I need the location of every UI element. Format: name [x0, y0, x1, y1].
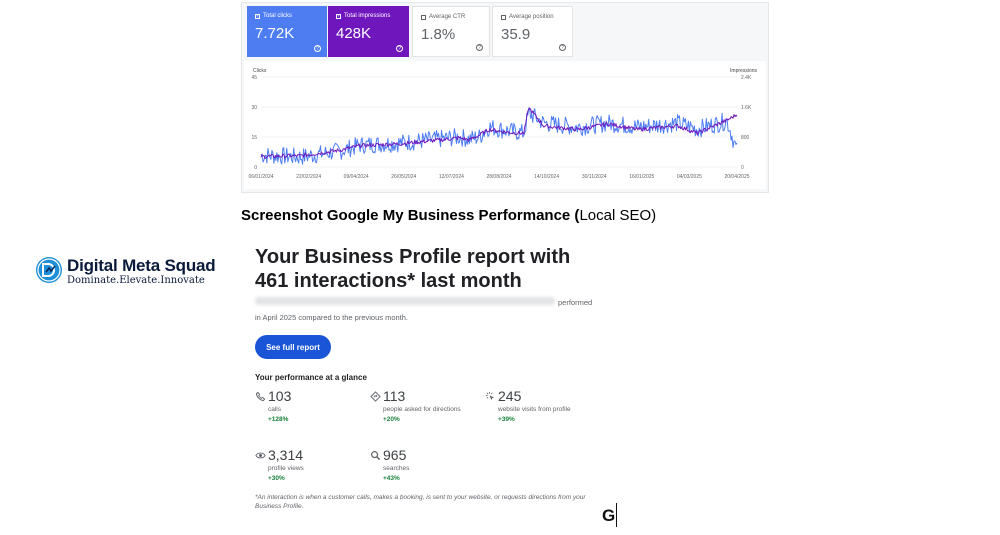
stat-value: 965: [383, 447, 407, 463]
digital-meta-squad-logo: Digital Meta Squad Dominate.Elevate.Inno…: [36, 256, 226, 289]
stat-label: searches: [383, 465, 410, 472]
stat-website-visits: 245 website visits from profile +39%: [485, 388, 595, 423]
checkbox-checked-icon[interactable]: ✓: [336, 12, 342, 19]
x-tick-label: 22/02/2024: [296, 174, 321, 180]
y-left-tick-label: 0: [254, 165, 257, 171]
stat-value: 113: [383, 388, 406, 404]
stat-label: website visits from profile: [498, 406, 571, 413]
performed-text: performed: [558, 298, 593, 307]
blurred-business-name: [255, 297, 555, 305]
stat-value: 3,314: [268, 447, 304, 463]
performance-chart: 0 0 15 800 30 1.6K 45 2.4K Clicks Impressions 06/0…: [244, 61, 766, 189]
metric-label: Total impressions: [344, 13, 391, 19]
stat-label: calls: [268, 406, 282, 413]
logo-mark-icon: [36, 257, 62, 283]
stat-value: 245: [498, 388, 522, 404]
y-right-axis-label: Impressions: [730, 68, 757, 74]
report-title: Your Business Profile report with 461 in…: [255, 246, 571, 292]
help-icon[interactable]: ?: [476, 44, 483, 51]
checkbox-unchecked-icon[interactable]: [421, 14, 426, 20]
stat-directions: 113 people asked for directions +20%: [370, 388, 480, 423]
x-tick-label: 12/07/2024: [439, 174, 464, 180]
metric-label: Average CTR: [429, 14, 466, 20]
stat-value: 103: [268, 388, 292, 404]
directions-icon: [370, 390, 381, 402]
series-line-clicks: [260, 107, 738, 165]
cursor-click-icon: [485, 391, 495, 400]
eye-icon: [255, 452, 266, 458]
search-icon: [371, 450, 381, 460]
x-tick-label: 28/08/2024: [486, 174, 511, 180]
y-right-tick-label: 0: [741, 165, 744, 171]
stat-change: +20%: [383, 416, 400, 423]
y-right-tick-label: 2.4K: [741, 75, 752, 81]
stray-letter: G: [602, 506, 616, 525]
period-text: in April 2025 compared to the previous m…: [255, 313, 409, 322]
metric-value: 7.72K: [255, 25, 295, 42]
help-icon[interactable]: ?: [396, 45, 403, 52]
performance-chart-svg: 0 0 15 800 30 1.6K 45 2.4K Clicks Impressions 06/0…: [248, 68, 757, 180]
x-tick-label: 20/04/2025: [724, 174, 749, 180]
text-cursor: [616, 503, 617, 527]
y-left-tick-label: 45: [251, 75, 257, 81]
see-full-report-button[interactable]: See full report: [255, 335, 331, 359]
help-icon[interactable]: ?: [314, 45, 321, 52]
x-tick-label: 30/11/2024: [582, 174, 607, 180]
y-right-tick-label: 800: [741, 135, 750, 141]
metric-card-average-position[interactable]: Average position 35.9 ?: [492, 6, 573, 57]
phone-icon: [255, 391, 266, 401]
image-caption: Screenshot Google My Business Performanc…: [241, 207, 656, 224]
y-right-tick-label: 1.6K: [741, 105, 752, 111]
x-tick-label: 16/01/2025: [629, 174, 654, 180]
stat-calls: 103 calls +128%: [255, 388, 365, 423]
caption-bold: Screenshot Google My Business Performanc…: [241, 207, 580, 224]
metric-value: 428K: [336, 25, 372, 42]
x-tick-label: 09/04/2024: [344, 174, 369, 180]
search-console-performance-panel: ✓ Total clicks 7.72K ? ✓ Total impressions…: [241, 2, 769, 193]
stat-change: +30%: [268, 475, 285, 482]
series-line-impressions: [260, 107, 738, 159]
logo-name: Digital Meta Squad: [67, 256, 216, 275]
performance-glance-heading: Your performance at a glance: [255, 373, 367, 382]
metric-label: Average position: [509, 14, 554, 20]
stat-change: +43%: [383, 475, 400, 482]
metric-card-average-ctr[interactable]: Average CTR 1.8% ?: [412, 6, 490, 57]
x-tick-label: 26/05/2024: [391, 174, 416, 180]
metric-card-total-clicks[interactable]: ✓ Total clicks 7.72K ?: [247, 6, 327, 57]
stat-change: +39%: [498, 416, 515, 423]
stat-searches: 965 searches +43%: [370, 447, 480, 482]
metric-label: Total clicks: [263, 13, 293, 19]
x-tick-label: 14/10/2024: [534, 174, 559, 180]
interaction-footnote: *An interaction is when a customer calls…: [255, 494, 586, 510]
y-left-tick-label: 30: [251, 105, 257, 111]
stat-profile-views: 3,314 profile views +30%: [255, 447, 365, 482]
y-left-axis-label: Clicks: [253, 68, 267, 74]
help-icon[interactable]: ?: [559, 44, 566, 51]
caption-normal: Local SEO): [579, 207, 657, 224]
metric-card-total-impressions[interactable]: ✓ Total impressions 428K ?: [328, 6, 409, 57]
metric-value: 1.8%: [421, 26, 456, 43]
logo-tagline: Dominate.Elevate.Innovate: [67, 275, 205, 286]
y-left-tick-label: 15: [251, 135, 257, 141]
x-tick-label: 04/03/2025: [677, 174, 702, 180]
stat-label: people asked for directions: [383, 406, 461, 413]
business-profile-report: Your Business Profile report with 461 in…: [241, 235, 601, 519]
checkbox-checked-icon[interactable]: ✓: [255, 12, 261, 19]
x-tick-label: 06/01/2024: [248, 174, 273, 180]
stat-change: +128%: [268, 416, 289, 423]
metric-value: 35.9: [501, 26, 531, 43]
checkbox-unchecked-icon[interactable]: [501, 14, 506, 20]
stat-label: profile views: [268, 465, 304, 472]
